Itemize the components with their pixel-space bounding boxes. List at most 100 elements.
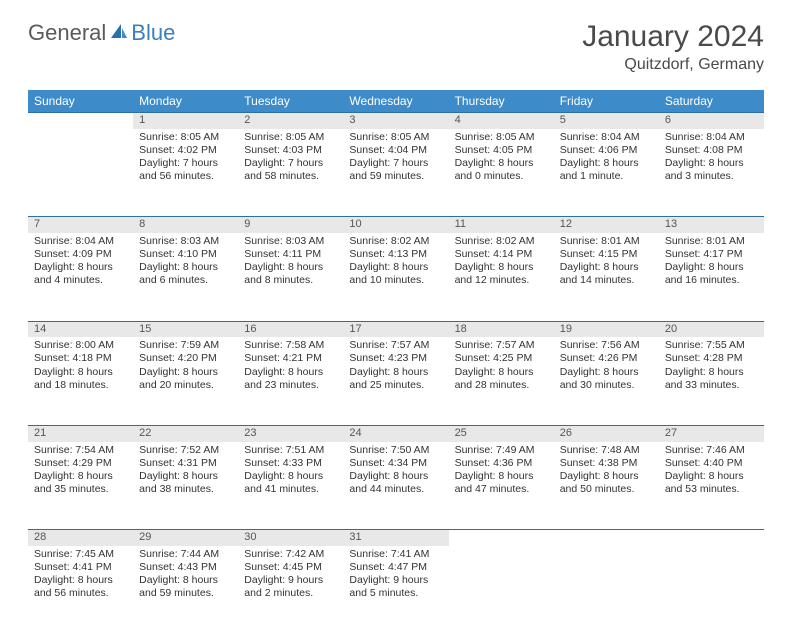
d1-text: Daylight: 8 hours bbox=[665, 261, 758, 274]
d2-text: and 14 minutes. bbox=[560, 274, 653, 287]
d2-text: and 18 minutes. bbox=[34, 379, 127, 392]
day-content-row: Sunrise: 8:05 AMSunset: 4:02 PMDaylight:… bbox=[28, 129, 764, 217]
sunrise-text: Sunrise: 7:52 AM bbox=[139, 444, 232, 457]
sunrise-text: Sunrise: 8:04 AM bbox=[34, 235, 127, 248]
day-number: 25 bbox=[449, 425, 554, 441]
sunset-text: Sunset: 4:47 PM bbox=[349, 561, 442, 574]
day-number: 3 bbox=[343, 113, 448, 129]
d1-text: Daylight: 8 hours bbox=[139, 261, 232, 274]
d2-text: and 56 minutes. bbox=[139, 170, 232, 183]
d1-text: Daylight: 7 hours bbox=[139, 157, 232, 170]
d1-text: Daylight: 8 hours bbox=[455, 366, 548, 379]
day-cell: Sunrise: 8:01 AMSunset: 4:17 PMDaylight:… bbox=[659, 233, 764, 321]
sunrise-text: Sunrise: 7:42 AM bbox=[244, 548, 337, 561]
d1-text: Daylight: 8 hours bbox=[560, 157, 653, 170]
d2-text: and 4 minutes. bbox=[34, 274, 127, 287]
weekday-header: Monday bbox=[133, 90, 238, 113]
d2-text: and 1 minute. bbox=[560, 170, 653, 183]
day-number: 23 bbox=[238, 425, 343, 441]
d1-text: Daylight: 8 hours bbox=[665, 366, 758, 379]
d1-text: Daylight: 8 hours bbox=[139, 574, 232, 587]
day-cell: Sunrise: 8:04 AMSunset: 4:09 PMDaylight:… bbox=[28, 233, 133, 321]
sunset-text: Sunset: 4:08 PM bbox=[665, 144, 758, 157]
d2-text: and 50 minutes. bbox=[560, 483, 653, 496]
d1-text: Daylight: 8 hours bbox=[244, 470, 337, 483]
d1-text: Daylight: 9 hours bbox=[349, 574, 442, 587]
sunrise-text: Sunrise: 8:00 AM bbox=[34, 339, 127, 352]
sunset-text: Sunset: 4:05 PM bbox=[455, 144, 548, 157]
d2-text: and 10 minutes. bbox=[349, 274, 442, 287]
month-title: January 2024 bbox=[582, 20, 764, 54]
day-number: 20 bbox=[659, 321, 764, 337]
d2-text: and 41 minutes. bbox=[244, 483, 337, 496]
sunrise-text: Sunrise: 7:41 AM bbox=[349, 548, 442, 561]
day-number: 5 bbox=[554, 113, 659, 129]
sunrise-text: Sunrise: 7:55 AM bbox=[665, 339, 758, 352]
day-number bbox=[449, 530, 554, 546]
sunset-text: Sunset: 4:34 PM bbox=[349, 457, 442, 470]
day-content-row: Sunrise: 8:04 AMSunset: 4:09 PMDaylight:… bbox=[28, 233, 764, 321]
d1-text: Daylight: 8 hours bbox=[665, 470, 758, 483]
day-number: 13 bbox=[659, 217, 764, 233]
day-cell: Sunrise: 7:48 AMSunset: 4:38 PMDaylight:… bbox=[554, 442, 659, 530]
day-cell: Sunrise: 8:03 AMSunset: 4:11 PMDaylight:… bbox=[238, 233, 343, 321]
day-cell: Sunrise: 7:55 AMSunset: 4:28 PMDaylight:… bbox=[659, 337, 764, 425]
d1-text: Daylight: 8 hours bbox=[560, 366, 653, 379]
sunrise-text: Sunrise: 8:05 AM bbox=[139, 131, 232, 144]
sunrise-text: Sunrise: 7:49 AM bbox=[455, 444, 548, 457]
sunrise-text: Sunrise: 8:05 AM bbox=[244, 131, 337, 144]
day-cell: Sunrise: 8:04 AMSunset: 4:08 PMDaylight:… bbox=[659, 129, 764, 217]
daynum-row: 28293031 bbox=[28, 530, 764, 546]
d2-text: and 5 minutes. bbox=[349, 587, 442, 600]
day-cell: Sunrise: 7:52 AMSunset: 4:31 PMDaylight:… bbox=[133, 442, 238, 530]
d2-text: and 33 minutes. bbox=[665, 379, 758, 392]
d1-text: Daylight: 8 hours bbox=[560, 261, 653, 274]
location: Quitzdorf, Germany bbox=[582, 56, 764, 74]
sunset-text: Sunset: 4:25 PM bbox=[455, 352, 548, 365]
title-block: January 2024 Quitzdorf, Germany bbox=[582, 20, 764, 74]
d1-text: Daylight: 8 hours bbox=[139, 470, 232, 483]
day-content-row: Sunrise: 7:45 AMSunset: 4:41 PMDaylight:… bbox=[28, 546, 764, 634]
d2-text: and 30 minutes. bbox=[560, 379, 653, 392]
day-cell bbox=[659, 546, 764, 634]
day-cell: Sunrise: 7:42 AMSunset: 4:45 PMDaylight:… bbox=[238, 546, 343, 634]
d2-text: and 6 minutes. bbox=[139, 274, 232, 287]
sunrise-text: Sunrise: 7:46 AM bbox=[665, 444, 758, 457]
day-number: 21 bbox=[28, 425, 133, 441]
d1-text: Daylight: 8 hours bbox=[455, 261, 548, 274]
weekday-header: Friday bbox=[554, 90, 659, 113]
day-number: 22 bbox=[133, 425, 238, 441]
day-content-row: Sunrise: 7:54 AMSunset: 4:29 PMDaylight:… bbox=[28, 442, 764, 530]
d1-text: Daylight: 8 hours bbox=[34, 366, 127, 379]
d2-text: and 59 minutes. bbox=[349, 170, 442, 183]
day-number bbox=[28, 113, 133, 129]
sunrise-text: Sunrise: 7:57 AM bbox=[349, 339, 442, 352]
day-cell: Sunrise: 7:58 AMSunset: 4:21 PMDaylight:… bbox=[238, 337, 343, 425]
day-cell bbox=[28, 129, 133, 217]
sunrise-text: Sunrise: 8:03 AM bbox=[139, 235, 232, 248]
sunset-text: Sunset: 4:02 PM bbox=[139, 144, 232, 157]
sunrise-text: Sunrise: 8:02 AM bbox=[349, 235, 442, 248]
sunset-text: Sunset: 4:23 PM bbox=[349, 352, 442, 365]
d2-text: and 25 minutes. bbox=[349, 379, 442, 392]
d1-text: Daylight: 7 hours bbox=[244, 157, 337, 170]
d1-text: Daylight: 8 hours bbox=[139, 366, 232, 379]
d1-text: Daylight: 8 hours bbox=[34, 574, 127, 587]
logo-sail-icon bbox=[109, 22, 129, 45]
day-cell: Sunrise: 7:49 AMSunset: 4:36 PMDaylight:… bbox=[449, 442, 554, 530]
day-cell: Sunrise: 8:05 AMSunset: 4:05 PMDaylight:… bbox=[449, 129, 554, 217]
d1-text: Daylight: 9 hours bbox=[244, 574, 337, 587]
day-number: 11 bbox=[449, 217, 554, 233]
d2-text: and 12 minutes. bbox=[455, 274, 548, 287]
sunset-text: Sunset: 4:06 PM bbox=[560, 144, 653, 157]
sunrise-text: Sunrise: 7:48 AM bbox=[560, 444, 653, 457]
day-number: 12 bbox=[554, 217, 659, 233]
weekday-header: Sunday bbox=[28, 90, 133, 113]
day-cell: Sunrise: 7:57 AMSunset: 4:23 PMDaylight:… bbox=[343, 337, 448, 425]
day-number: 14 bbox=[28, 321, 133, 337]
weekday-header: Saturday bbox=[659, 90, 764, 113]
sunset-text: Sunset: 4:40 PM bbox=[665, 457, 758, 470]
day-cell: Sunrise: 8:01 AMSunset: 4:15 PMDaylight:… bbox=[554, 233, 659, 321]
day-cell: Sunrise: 8:04 AMSunset: 4:06 PMDaylight:… bbox=[554, 129, 659, 217]
weekday-header: Thursday bbox=[449, 90, 554, 113]
